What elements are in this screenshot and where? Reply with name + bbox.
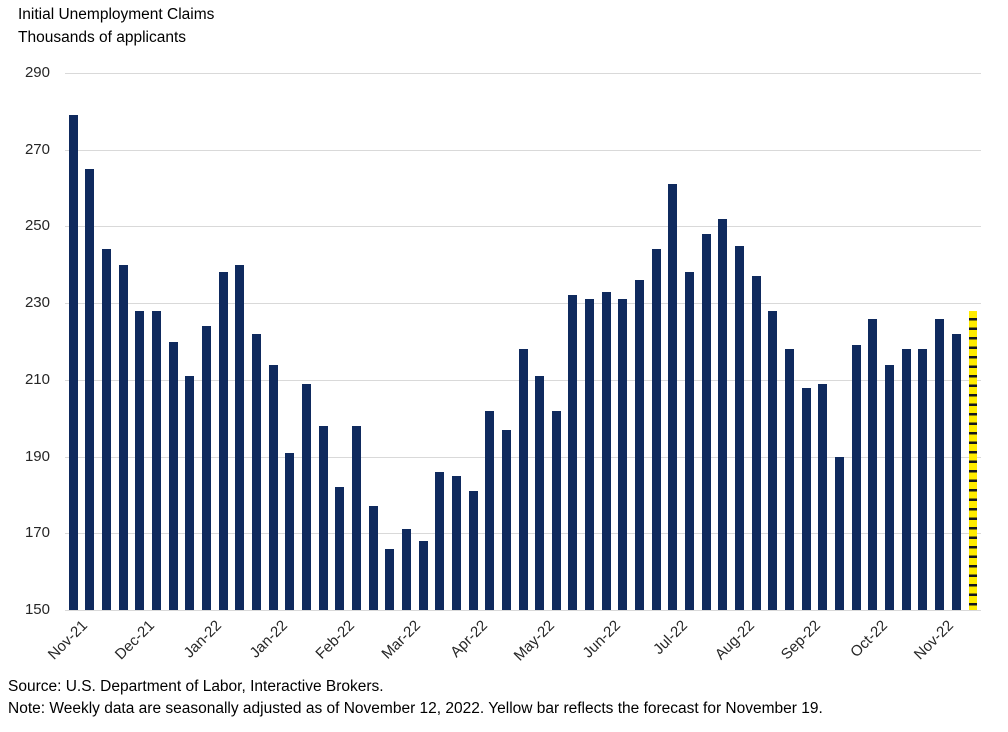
x-axis-tick-label: Oct-22 [846, 617, 891, 661]
gridline [65, 73, 981, 74]
bar [202, 326, 212, 610]
bar [301, 383, 311, 610]
chart-subtitle: Thousands of applicants [18, 29, 187, 46]
bar [718, 218, 728, 610]
bar [135, 310, 145, 610]
y-axis-tick-label: 190 [24, 447, 50, 465]
bar [951, 333, 961, 610]
y-axis-tick-label: 290 [24, 64, 50, 81]
bar [118, 264, 128, 610]
y-axis-tick-label: 170 [24, 524, 50, 542]
y-axis-tick-label: 210 [24, 370, 50, 388]
x-axis-tick-label: Sep-22 [777, 617, 825, 664]
bar [784, 349, 794, 610]
chart-title: Initial Unemployment Claims [18, 6, 215, 23]
x-axis-tick-label: Aug-22 [711, 617, 758, 664]
bar [901, 349, 911, 610]
bar [252, 333, 262, 610]
bar [518, 349, 528, 610]
bar [834, 456, 844, 610]
bar [451, 475, 461, 610]
bar [401, 529, 411, 610]
bar [701, 234, 711, 610]
bar [668, 184, 678, 610]
forecast-bar [968, 310, 977, 610]
bar [601, 291, 611, 610]
bar [884, 364, 894, 610]
y-axis-tick-label: 270 [24, 140, 50, 158]
bar [585, 299, 595, 610]
bar [152, 310, 162, 610]
bar [435, 471, 445, 610]
bar [102, 249, 112, 610]
x-axis-tick-label: Apr-22 [447, 617, 492, 661]
bar [385, 548, 395, 610]
bar [168, 341, 178, 610]
bar [551, 410, 561, 610]
x-axis-tick-label: Nov-22 [911, 617, 958, 664]
bar [751, 276, 761, 610]
bar [351, 425, 361, 610]
bar [368, 506, 378, 610]
bar [851, 345, 861, 610]
bar [485, 410, 495, 610]
source-note: Source: U.S. Department of Labor, Intera… [8, 678, 384, 695]
gridline [65, 226, 981, 228]
bar [85, 168, 95, 610]
bar [685, 272, 695, 610]
bar [68, 115, 78, 610]
gridline [65, 149, 981, 151]
gridline [65, 303, 981, 305]
bar [868, 318, 878, 610]
bar [568, 295, 578, 610]
bar [468, 491, 478, 610]
bar [618, 299, 628, 610]
bar [934, 318, 944, 610]
bar [185, 376, 195, 610]
x-axis-baseline [65, 610, 981, 611]
bar [218, 272, 228, 610]
x-axis-tick-label: Jun-22 [579, 617, 625, 662]
x-axis-tick-label: Jul-22 [649, 617, 691, 658]
bar [418, 540, 428, 610]
bar [335, 487, 345, 610]
bar [501, 429, 511, 610]
bar [735, 245, 744, 610]
bar [285, 452, 295, 610]
bar [768, 310, 778, 610]
bar [318, 425, 328, 610]
bar [651, 249, 661, 610]
bar [818, 383, 828, 610]
y-axis-tick-label: 150 [24, 601, 50, 618]
bar [918, 349, 928, 610]
y-axis-tick-label: 250 [24, 217, 50, 235]
y-axis-tick-label: 230 [24, 294, 50, 312]
x-axis-tick-label: May-22 [510, 617, 558, 665]
bar [635, 280, 645, 610]
forecast-note: Note: Weekly data are seasonally adjuste… [8, 700, 823, 717]
bar [535, 376, 545, 610]
bar [235, 264, 245, 610]
bar [801, 387, 811, 610]
plot-area [65, 73, 981, 611]
bar [268, 364, 278, 610]
